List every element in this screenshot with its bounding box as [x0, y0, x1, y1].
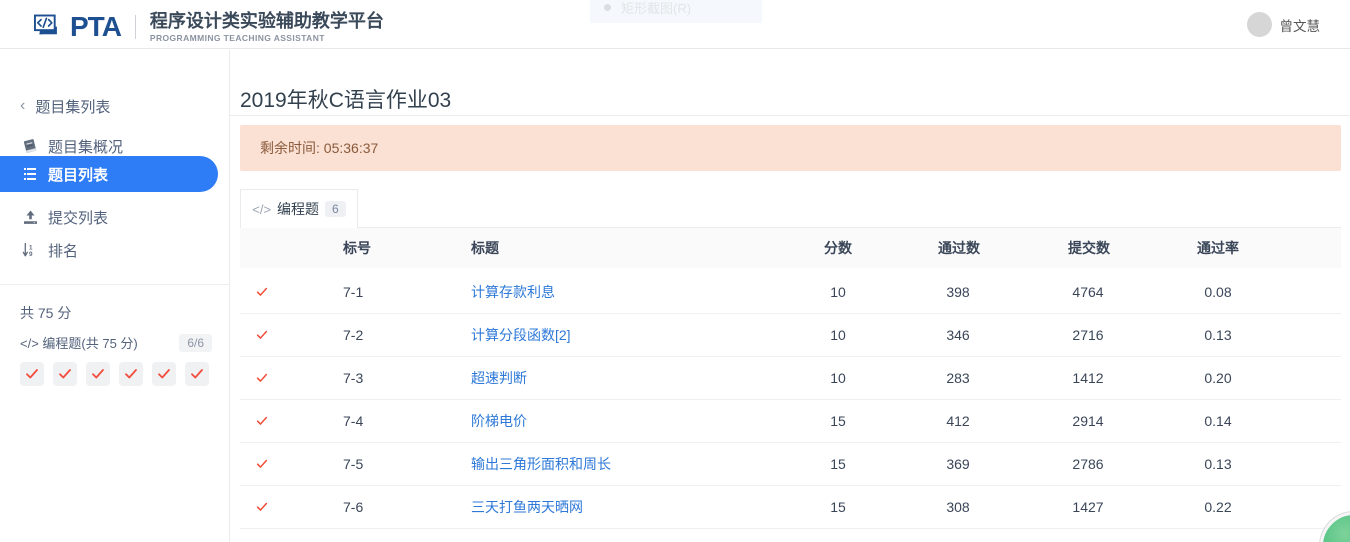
svg-text:9: 9 — [29, 251, 33, 258]
